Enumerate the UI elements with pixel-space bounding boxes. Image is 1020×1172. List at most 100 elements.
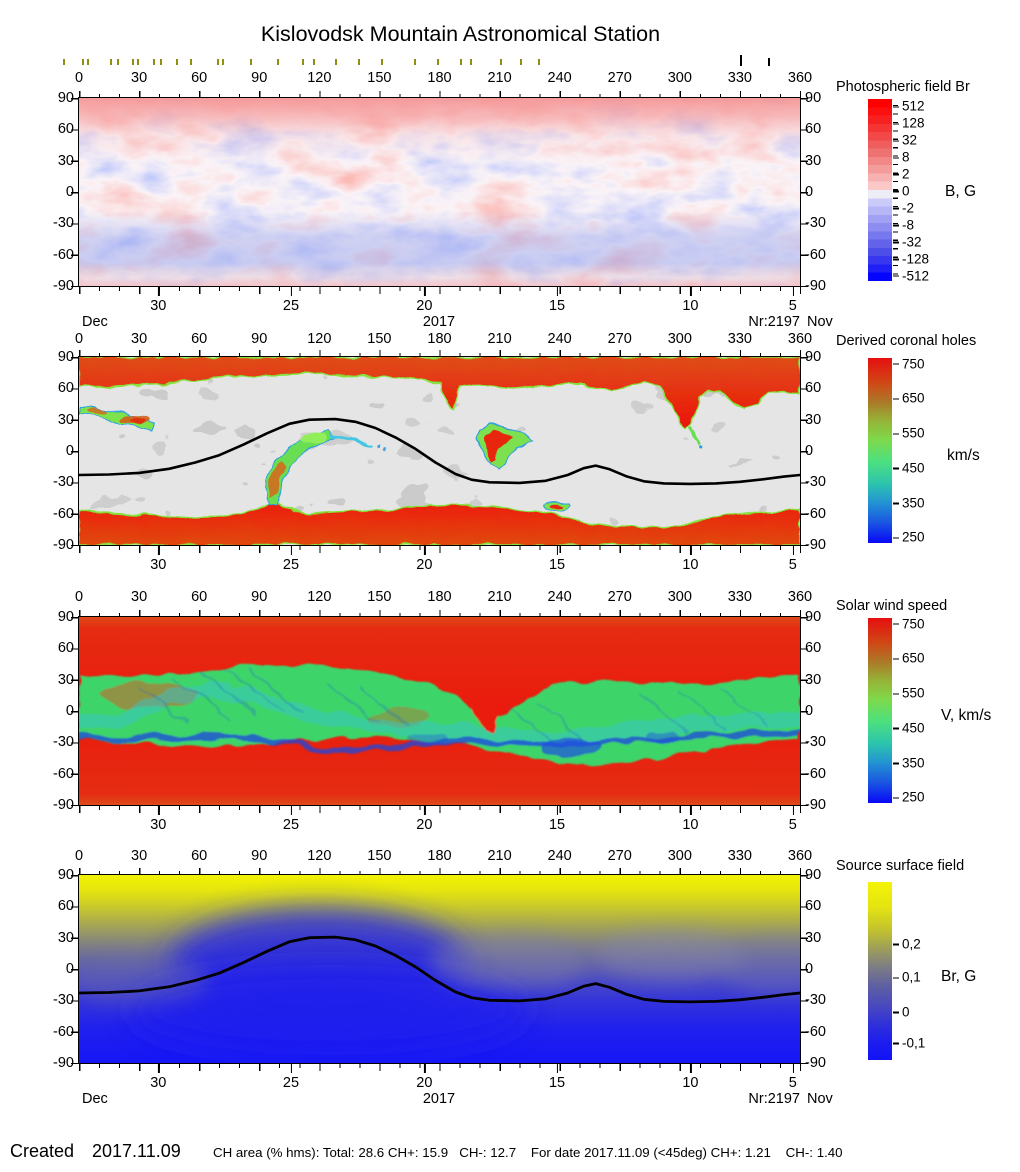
date-axis-panel2: 30 25 20 15 10 5 [79,546,800,574]
date-tick-label: 25 [282,1064,300,1091]
colorbar-tick-label: 0,1 [892,970,972,985]
colorbar-scale-source-surface: 0,2 0,1 0 -0,1 [892,882,972,1060]
colorbar-title-coronal-holes: Derived coronal holes [836,333,977,349]
lon-tick-label: 180 [427,589,452,605]
lat-tick-label: 60 [57,640,74,657]
source-surface-field-map [78,874,801,1064]
colorbar-tick-label: 550 [892,686,972,701]
colorbar-tick-label: 350 [892,495,972,510]
year-label: 2017 [422,314,456,330]
unit-label-bg: B, G [945,183,977,200]
lon-tick-label: 180 [427,331,452,347]
colorbar-source-surface [868,882,892,1060]
lon-tick-label: 300 [667,70,692,86]
top-minor-ticks-panel3 [79,613,801,617]
lat-tick-label: -60 [805,765,826,782]
lon-tick-label: 240 [547,331,572,347]
date-axis-panel3: 30 25 20 15 10 5 [79,806,800,834]
observation-tick [302,59,304,65]
lat-tick-label: 60 [805,898,822,915]
bottom-minor-ticks-panel4 [79,1063,801,1068]
lat-axis-left-panel3: 90 60 30 0 -30 -60 -90 [32,609,74,813]
observation-tick [87,59,89,65]
lon-tick-label: 240 [547,848,572,864]
colorbar-tick-label: 350 [892,755,972,770]
ch-area-stats: CH area (% hms): Total: 28.6 CH+: 15.9 C… [213,1145,843,1160]
observation-tick [110,59,112,65]
lat-tick-label: 30 [57,411,74,428]
lon-tick-label: 270 [607,848,632,864]
lon-tick-label: 210 [487,331,512,347]
lat-axis-right-panel2: 90 60 30 0 -30 -60 -90 [805,349,847,553]
year-label: 2017 [422,1091,456,1107]
date-tick-label: 5 [788,806,797,833]
lon-tick-label: 210 [487,848,512,864]
lat-tick-label: 90 [57,349,74,365]
date-tick-label: 15 [548,287,566,314]
lat-tick-label: -30 [53,474,74,491]
colorbar-scale-wind-speed: 750 650 550 450 350 250 [892,616,972,805]
colorbar-tick-label: 750 [892,616,972,631]
colorbar-tick-label: 32 [892,133,972,148]
lat-axis-right-panel4: 90 60 30 0 -30 -60 -90 [805,867,847,1071]
date-tick-label: 5 [788,1064,797,1091]
rotation-number-label: Nr:2197 [748,1091,800,1107]
right-ticks-panel2 [801,357,808,546]
colorbar-photospheric [868,99,892,281]
observation-tick [176,59,178,65]
date-tick-label: 5 [788,546,797,573]
observation-tick [82,59,84,65]
unit-label-v-kms: V, km/s [941,707,992,724]
bottom-minor-ticks-panel3 [79,805,801,810]
observation-tick [313,59,315,65]
colorbar-tick-label: 650 [892,391,972,406]
observation-tick [137,59,139,65]
page-title: Kislovodsk Mountain Astronomical Station [260,22,661,46]
colorbar-tick-label: 0 [892,183,972,198]
colorbar-tick-label: 0,2 [892,936,972,951]
date-tick-label: 25 [282,287,300,314]
lat-axis-right-panel1: 90 60 30 0 -30 -60 -90 [805,90,847,294]
lon-tick-label: 30 [131,848,148,864]
date-tick-label: 15 [548,806,566,833]
colorbar-wind-speed [868,618,892,803]
lon-tick-label: 300 [667,589,692,605]
lat-tick-label: -90 [53,797,74,813]
lon-tick-label: 330 [727,848,753,864]
colorbar-title-source-surface: Source surface field [836,858,965,874]
right-ticks-panel1 [801,98,808,287]
date-tick-label: 5 [788,287,797,314]
colorbar-tick-label: 750 [892,356,972,371]
lat-tick-label: 30 [805,411,822,428]
top-minor-ticks-panel1 [79,94,801,98]
lat-tick-label: -30 [805,215,826,232]
lon-axis-panel4: 0 30 60 90 120 150 180 210 240 270 300 330 360 [75,848,812,865]
lat-tick-label: -90 [805,537,826,553]
lat-tick-label: -90 [53,278,74,294]
lat-axis-left-panel4: 90 60 30 0 -30 -60 -90 [32,867,74,1071]
lat-tick-label: 90 [57,609,74,625]
observation-tick [277,59,279,65]
observation-tick [335,59,337,65]
lon-axis-panel1: 0 30 60 90 120 150 180 210 240 270 300 330 360 [75,70,812,87]
lat-tick-label: -90 [53,1055,74,1071]
colorbar-tick-label: 250 [892,790,972,805]
lat-tick-label: 0 [65,443,74,459]
observation-tick [153,59,155,65]
lon-tick-label: 240 [547,70,572,86]
lon-tick-label: 210 [487,70,512,86]
date-tick-label: 30 [150,287,167,314]
lon-tick-label: 150 [367,70,392,86]
top-minor-ticks-panel2 [79,353,801,357]
lat-tick-label: -90 [805,278,826,294]
lat-tick-label: 90 [57,867,74,883]
left-ticks-panel2 [71,357,78,546]
lat-axis-left-panel2: 90 60 30 0 -30 -60 -90 [32,349,74,553]
lat-tick-label: 0 [65,703,74,719]
lon-tick-label: 150 [367,331,392,347]
lat-tick-label: 60 [57,380,74,397]
colorbar-scale-coronal-holes: 750 650 550 450 350 250 [892,356,972,545]
lat-tick-label: 0 [805,961,814,977]
date-tick-label: 25 [282,806,300,833]
